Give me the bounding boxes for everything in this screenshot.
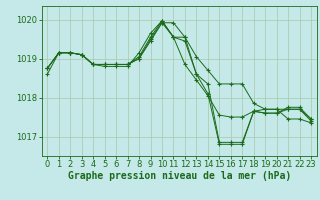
X-axis label: Graphe pression niveau de la mer (hPa): Graphe pression niveau de la mer (hPa) <box>68 171 291 181</box>
